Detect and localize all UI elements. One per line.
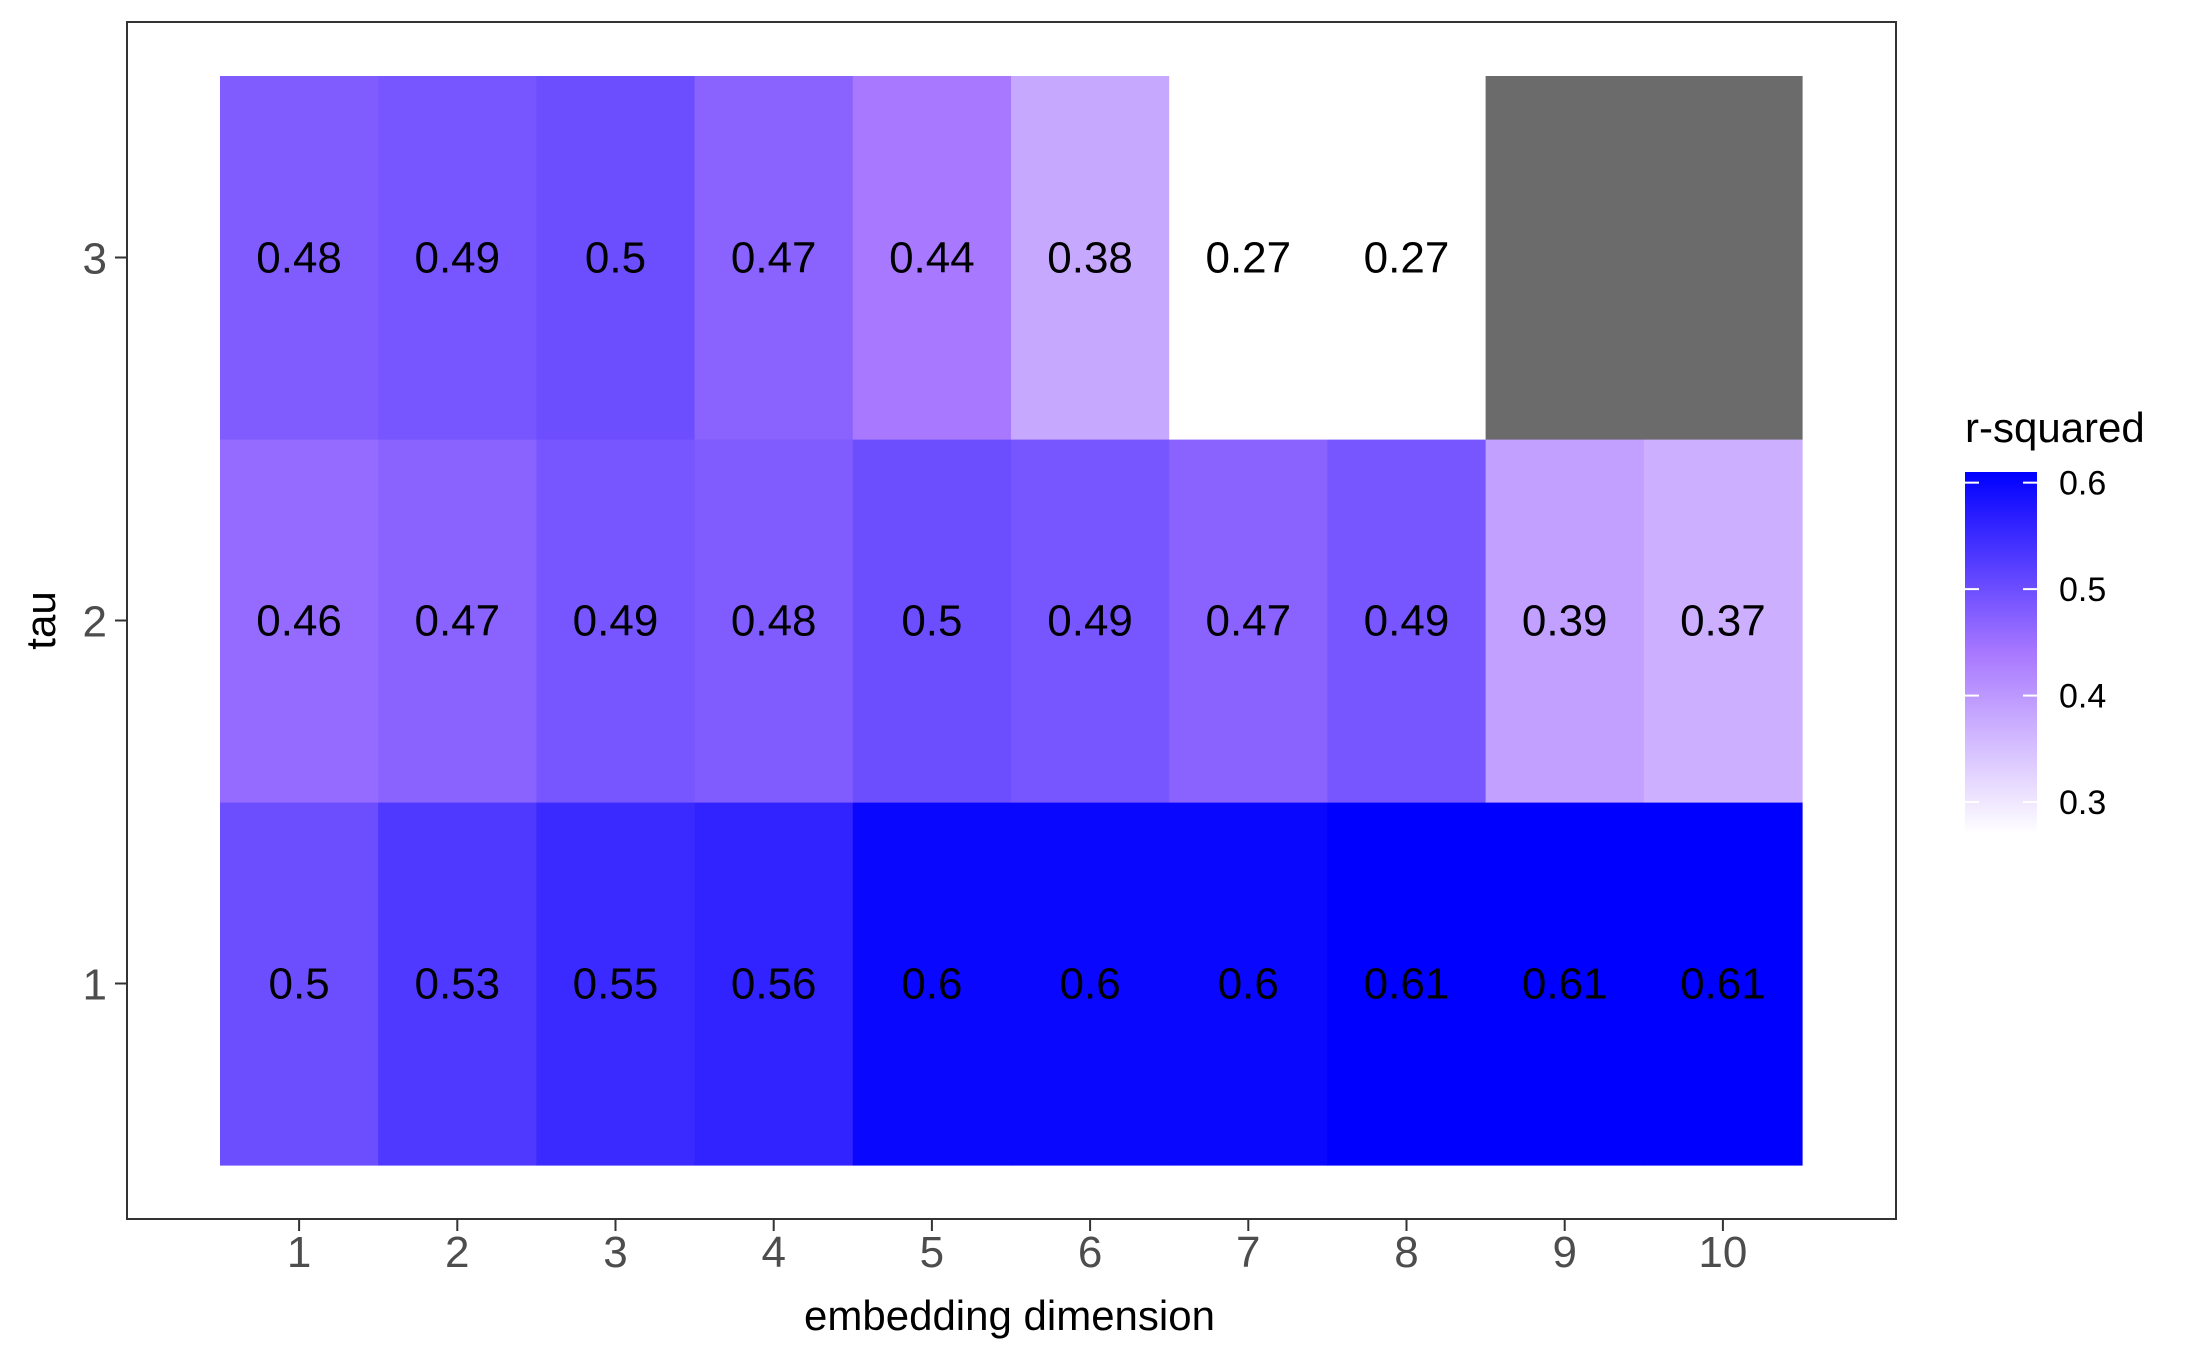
y-tick-label: 1	[83, 961, 107, 1010]
x-tick-label: 8	[1394, 1228, 1418, 1277]
heatmap-cell	[220, 802, 379, 1166]
heatmap-cell	[220, 76, 379, 440]
heatmap-cell	[1485, 802, 1645, 1166]
heatmap-cell	[852, 76, 1012, 440]
cell-value-label: 0.47	[1205, 597, 1291, 646]
heatmap-cell	[1327, 76, 1487, 440]
x-tick-label: 1	[287, 1228, 311, 1277]
x-tick-label: 2	[445, 1228, 469, 1277]
heatmap-cells	[220, 76, 1803, 1166]
cell-value-label: 0.39	[1522, 597, 1608, 646]
cell-value-label: 0.47	[731, 234, 817, 283]
cell-value-label: 0.38	[1047, 234, 1133, 283]
heatmap-cell	[536, 76, 696, 440]
y-axis-title: tau	[17, 591, 64, 649]
cell-value-label: 0.61	[1522, 960, 1608, 1009]
x-tick-label: 3	[603, 1228, 627, 1277]
heatmap-cell	[1327, 802, 1487, 1166]
cell-value-label: 0.46	[256, 597, 342, 646]
heatmap-cell	[1485, 76, 1645, 440]
x-tick-label: 6	[1078, 1228, 1102, 1277]
cell-value-label: 0.56	[731, 960, 817, 1009]
heatmap-cell	[1169, 76, 1328, 440]
heatmap-cell	[1643, 802, 1803, 1166]
x-tick-label: 9	[1552, 1228, 1576, 1277]
cell-value-label: 0.6	[1218, 960, 1279, 1009]
x-tick-label: 5	[920, 1228, 944, 1277]
heatmap-cell	[1643, 439, 1803, 803]
cell-value-label: 0.55	[573, 960, 659, 1009]
y-tick-label: 3	[83, 235, 107, 284]
cell-value-label: 0.27	[1205, 234, 1291, 283]
heatmap-cell	[694, 439, 854, 803]
cell-value-label: 0.5	[901, 597, 962, 646]
cell-value-label: 0.61	[1680, 960, 1766, 1009]
legend-tick-label: 0.3	[2059, 784, 2106, 822]
heatmap-cell	[1011, 76, 1170, 440]
heatmap-cell	[694, 76, 854, 440]
cell-value-label: 0.48	[731, 597, 817, 646]
heatmap-cell	[1485, 439, 1645, 803]
x-tick-label: 4	[761, 1228, 785, 1277]
cell-value-label: 0.49	[1364, 597, 1450, 646]
cell-value-label: 0.49	[1047, 597, 1133, 646]
cell-value-label: 0.44	[889, 234, 975, 283]
heatmap-cell	[1169, 439, 1328, 803]
cell-value-label: 0.61	[1364, 960, 1450, 1009]
legend-tick-label: 0.5	[2059, 571, 2106, 609]
cell-value-label: 0.37	[1680, 597, 1766, 646]
heatmap-cell	[1011, 439, 1170, 803]
heatmap-cell	[536, 802, 696, 1166]
cell-value-label: 0.49	[414, 234, 500, 283]
axes: 1 2 3 4 5 6 7 8 9 10 1 2 3 embedding dimension tau	[17, 235, 1747, 1340]
cell-value-label: 0.27	[1364, 234, 1450, 283]
cell-value-label: 0.53	[414, 960, 500, 1009]
heatmap-cell	[1169, 802, 1328, 1166]
cell-value-label: 0.6	[1060, 960, 1121, 1009]
heatmap-cell	[852, 802, 1012, 1166]
x-axis-title: embedding dimension	[804, 1292, 1215, 1339]
legend-tick-label: 0.4	[2059, 678, 2106, 716]
legend-tick-label: 0.6	[2059, 465, 2106, 503]
heatmap-cell	[1327, 439, 1487, 803]
color-legend: r-squared 0.3 0.4 0.5 0.6	[1965, 404, 2145, 834]
cell-value-label: 0.6	[901, 960, 962, 1009]
cell-value-label: 0.47	[414, 597, 500, 646]
cell-value-label: 0.5	[585, 234, 646, 283]
heatmap-cell	[220, 439, 379, 803]
cell-value-label: 0.5	[269, 960, 330, 1009]
heatmap-cell	[852, 439, 1012, 803]
cell-value-label: 0.48	[256, 234, 342, 283]
x-tick-label: 10	[1698, 1228, 1747, 1277]
heatmap-cell	[694, 802, 854, 1166]
heatmap-cell	[378, 802, 537, 1166]
heatmap-cell	[378, 76, 537, 440]
x-tick-label: 7	[1236, 1228, 1260, 1277]
heatmap-cell	[536, 439, 696, 803]
heatmap-cell	[1011, 802, 1170, 1166]
cell-value-labels: 0.5 0.53 0.55 0.56 0.6 0.6 0.6 0.61 0.61 0.61 0.46…	[256, 234, 1765, 1009]
heatmap-cell	[1643, 76, 1803, 440]
y-tick-label: 2	[83, 598, 107, 647]
legend-title: r-squared	[1965, 404, 2145, 451]
heatmap-cell	[378, 439, 537, 803]
cell-value-label: 0.49	[573, 597, 659, 646]
legend-colorbar	[1965, 472, 2037, 834]
